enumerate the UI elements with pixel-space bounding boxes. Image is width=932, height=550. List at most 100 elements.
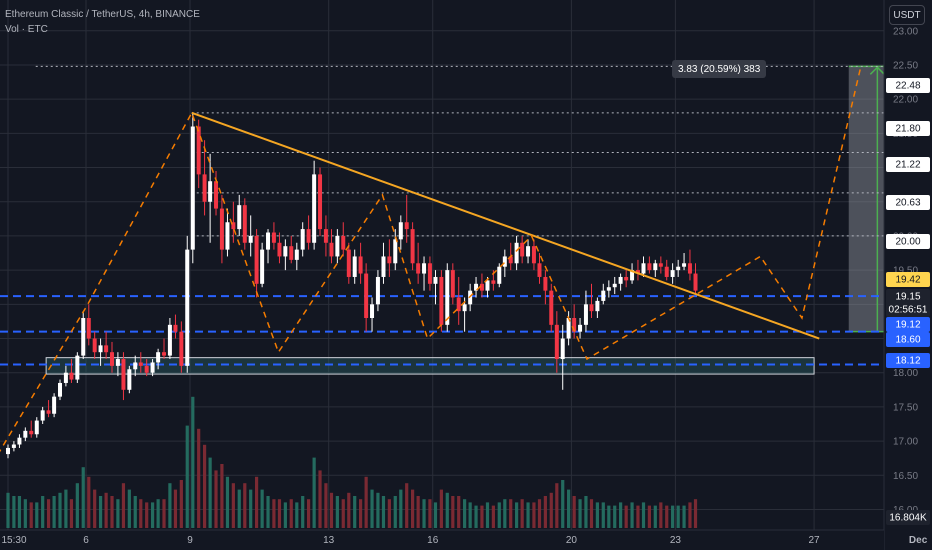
candle-body [185,249,190,366]
candle-body [86,318,91,339]
candle-body [17,437,22,445]
candle-body [266,232,271,250]
y-tick-label: 23.00 [893,26,918,37]
volume-bar [526,502,530,528]
volume-bar [347,492,351,528]
candle-body [514,242,519,264]
candle-body [312,174,317,243]
candle-body [271,232,276,243]
candle-body [162,352,167,356]
volume-bar [318,470,322,528]
volume-bar [543,496,547,528]
volume-legend: Vol · ETC [5,24,48,35]
volume-bar [301,496,305,528]
candle-body [110,352,115,366]
candle-body [225,222,230,250]
candle-body [254,235,259,284]
volume-bar [98,496,103,528]
candle-body [231,222,236,230]
volume-bar [81,467,85,528]
candle-body [658,263,663,267]
volume-bar [243,483,247,528]
volume-bar [410,489,415,528]
candle-body [156,352,161,363]
volume-bar [69,499,74,528]
candle-body [202,174,207,202]
candle-body [664,266,669,277]
price-label: 18.60 [895,335,920,346]
volume-bar [341,499,345,528]
candle-body [387,256,392,264]
candle-body [294,249,299,260]
candle-body [410,229,415,264]
volume-bar [12,496,16,528]
volume-bar [58,492,62,528]
candle-body [81,318,86,356]
y-tick-label: 19.50 [893,266,918,277]
price-label: 19.42 [895,275,920,286]
volume-bar [381,496,386,528]
price-label: 18.12 [895,356,920,367]
volume-bar [671,505,675,528]
volume-bar [145,502,149,528]
volume-bar [283,502,287,528]
candle-body [647,263,652,271]
volume-bar [520,499,524,528]
volume-bar [497,502,501,528]
x-tick-label: 16 [427,535,439,546]
volume-bar [572,496,576,528]
candle-body [138,362,143,366]
volume-bar [439,489,443,528]
symbol-legend: Ethereum Classic / TetherUS, 4h, BINANCE [5,9,200,20]
volume-bar [168,483,172,528]
candle-body [595,300,600,312]
candle-body [682,263,687,267]
volume-bar [416,496,420,528]
volume-bar [231,483,235,528]
candle-body [537,263,542,277]
x-tick-label: 20 [566,535,578,546]
volume-bar [272,499,276,528]
volume-bar [93,489,97,528]
volume-bar [619,502,623,528]
candle-body [578,324,583,332]
candle-body [543,276,548,291]
candle-body [381,256,386,277]
candle-body [618,276,623,284]
volume-bar [127,489,131,528]
candle-body [433,276,438,284]
candle-body [283,246,288,257]
volume-bar [104,492,108,528]
candle-body [300,229,305,250]
candle-body [6,447,10,455]
candle-body [352,256,357,277]
volume-bar [428,499,432,528]
volume-bar [329,492,334,528]
price-label-bg [886,78,930,93]
candle-body [34,420,39,435]
volume-bar [289,499,293,528]
volume-bar [647,505,651,528]
price-label: 19.15 [895,292,920,303]
volume-bar [468,502,472,528]
currency-button[interactable]: USDT [889,5,925,25]
candle-body [23,430,28,438]
volume-bar [636,505,640,528]
candle-body [491,280,496,284]
candle-body [58,382,63,397]
volume-bar [433,502,438,528]
volume-bar [179,480,183,528]
candle-body [208,181,213,202]
volume-bar [613,505,617,528]
volume-bar [457,496,461,528]
volume-bar [237,489,241,528]
candle-body [404,222,409,230]
volume-bar [260,489,264,528]
volume-bar [335,496,339,528]
candle-body [624,276,629,281]
candle-body [69,372,74,380]
candle-body [167,324,172,356]
volume-bar [64,489,68,528]
volume-bar [254,476,259,528]
